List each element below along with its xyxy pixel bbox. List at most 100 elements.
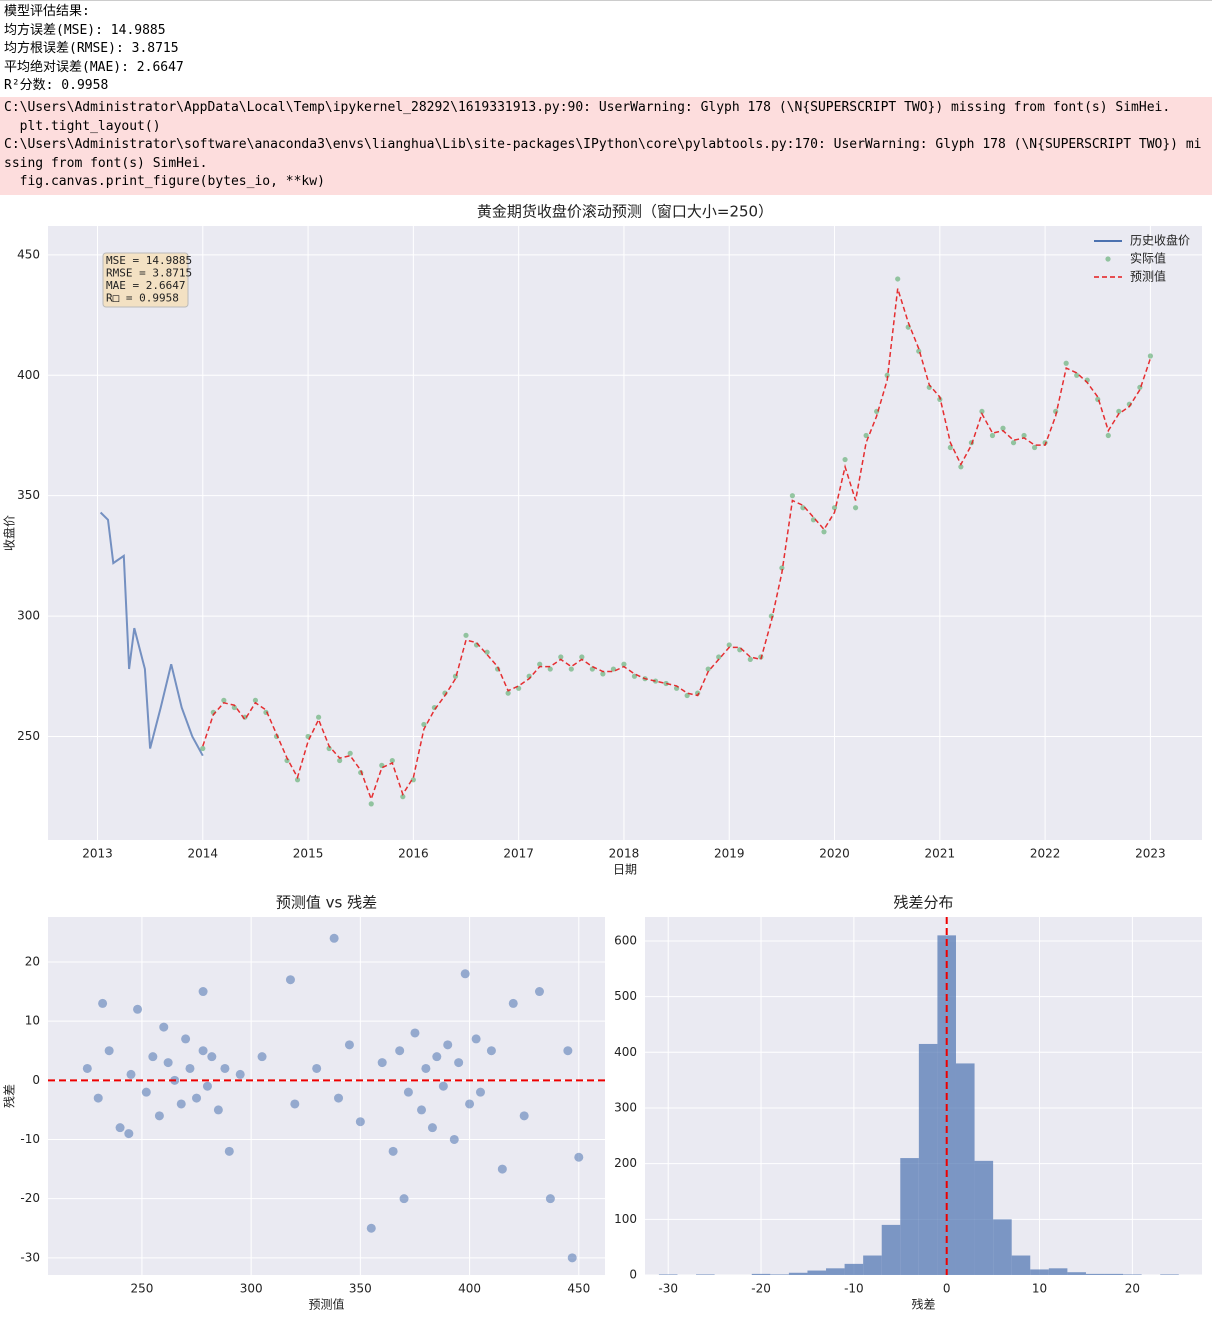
scatter-point <box>176 1099 186 1109</box>
histogram-bar <box>826 1268 845 1275</box>
scatter-point <box>163 1058 173 1068</box>
y-tick-label: 400 <box>614 1045 637 1059</box>
scatter-point <box>141 1087 151 1097</box>
data-point <box>1105 432 1111 439</box>
scatter-point <box>154 1111 164 1121</box>
scatter-point <box>224 1146 234 1156</box>
histogram-bar <box>918 1043 938 1275</box>
plot-background <box>48 917 605 1275</box>
scatter-point <box>377 1058 387 1068</box>
chart-title: 黄金期货收盘价滚动预测（窗口大小=250） <box>477 203 773 221</box>
y-tick-label: -20 <box>20 1191 40 1205</box>
x-axis-label: 日期 <box>613 863 637 877</box>
output-line: R²分数: 0.9958 <box>4 78 109 93</box>
x-tick-label: 350 <box>349 1282 372 1296</box>
x-tick-label: 2016 <box>398 847 429 861</box>
data-point <box>505 690 511 696</box>
histogram-bar <box>955 1063 975 1275</box>
data-point <box>852 505 859 511</box>
scatter-point <box>198 1046 208 1056</box>
scatter-point <box>198 987 208 997</box>
scatter-point <box>257 1052 267 1062</box>
y-axis-label: 残差 <box>3 1084 17 1108</box>
data-point <box>958 464 964 470</box>
scatter-point <box>82 1063 92 1073</box>
warning-box: C:\Users\Administrator\AppData\Local\Tem… <box>0 97 1212 195</box>
output-text: 模型评估结果: 均方误差(MSE): 14.9885 均方根误差(RMSE): 3.… <box>0 0 1212 98</box>
data-point <box>831 505 838 511</box>
scatter-point <box>329 933 339 943</box>
scatter-point <box>475 1087 485 1097</box>
series-line <box>202 288 1152 802</box>
data-point <box>463 632 469 638</box>
legend-label: 历史收盘价 <box>1130 233 1190 248</box>
x-tick-label: 2017 <box>503 847 534 861</box>
data-point <box>568 666 574 672</box>
histogram-bar <box>900 1158 919 1275</box>
histogram-bar <box>974 1160 994 1275</box>
scatter-point <box>427 1123 437 1133</box>
data-point <box>716 654 722 660</box>
x-axis-label: 残差 <box>911 1298 935 1312</box>
scatter-point <box>403 1087 413 1097</box>
data-point <box>484 649 490 655</box>
histogram-bar <box>658 1274 678 1275</box>
scatter-point <box>410 1028 420 1038</box>
y-tick-label: -10 <box>20 1132 40 1146</box>
data-point <box>1000 425 1006 431</box>
data-point <box>884 372 890 378</box>
scatter-point <box>213 1105 223 1115</box>
histogram-bar <box>993 1219 1012 1275</box>
y-tick-label: 0 <box>629 1268 637 1282</box>
histogram-bar <box>1048 1268 1068 1275</box>
y-tick-label: 450 <box>17 247 40 261</box>
x-tick-label: 2013 <box>82 847 113 861</box>
scatter-point <box>185 1063 195 1073</box>
scatter-point <box>126 1069 136 1079</box>
data-point <box>347 750 353 756</box>
y-axis-label: 收盘价 <box>2 515 17 551</box>
data-point <box>989 432 996 439</box>
x-tick-label: 10 <box>1032 1282 1047 1296</box>
x-tick-label: 2020 <box>819 847 850 861</box>
stats-text: MAE = 2.6647 <box>106 279 185 292</box>
histogram-bar <box>1030 1269 1049 1275</box>
data-point <box>421 721 427 728</box>
data-point <box>410 777 416 783</box>
data-point <box>1074 372 1080 378</box>
data-point <box>1010 440 1017 446</box>
legend-label: 实际值 <box>1130 251 1166 266</box>
scatter-point <box>285 975 295 985</box>
series-line <box>99 511 204 757</box>
scatter-point <box>202 1081 212 1091</box>
output-line: 均方根误差(RMSE): 3.8715 <box>4 41 179 56</box>
data-point <box>389 757 395 764</box>
scatter-point <box>290 1099 300 1109</box>
data-point <box>400 794 406 800</box>
data-point <box>779 565 785 571</box>
y-tick-label: 400 <box>17 368 40 382</box>
scatter-point <box>344 1040 354 1050</box>
scatter-point <box>443 1040 453 1050</box>
histogram-bar <box>881 1224 901 1275</box>
data-point <box>621 661 627 667</box>
data-point <box>1116 408 1122 415</box>
scatter-point <box>148 1052 158 1062</box>
scatter-point <box>220 1063 230 1073</box>
x-tick-label: 400 <box>458 1282 481 1296</box>
y-tick-label: 20 <box>25 954 40 968</box>
chart-title: 预测值 vs 残差 <box>276 894 377 912</box>
scatter-point <box>465 1099 475 1109</box>
warning-line: C:\Users\Administrator\AppData\Local\Tem… <box>4 100 1171 115</box>
scatter-point <box>545 1194 555 1204</box>
warning-line: plt.tight_layout() <box>4 118 161 134</box>
histogram-bar <box>844 1263 864 1275</box>
scatter-point <box>563 1046 573 1056</box>
scatter-point <box>497 1164 507 1174</box>
y-tick-label: 350 <box>17 488 40 502</box>
data-point <box>705 666 711 672</box>
data-point <box>895 276 901 282</box>
scatter-point <box>486 1046 496 1056</box>
scatter-point <box>98 998 108 1008</box>
